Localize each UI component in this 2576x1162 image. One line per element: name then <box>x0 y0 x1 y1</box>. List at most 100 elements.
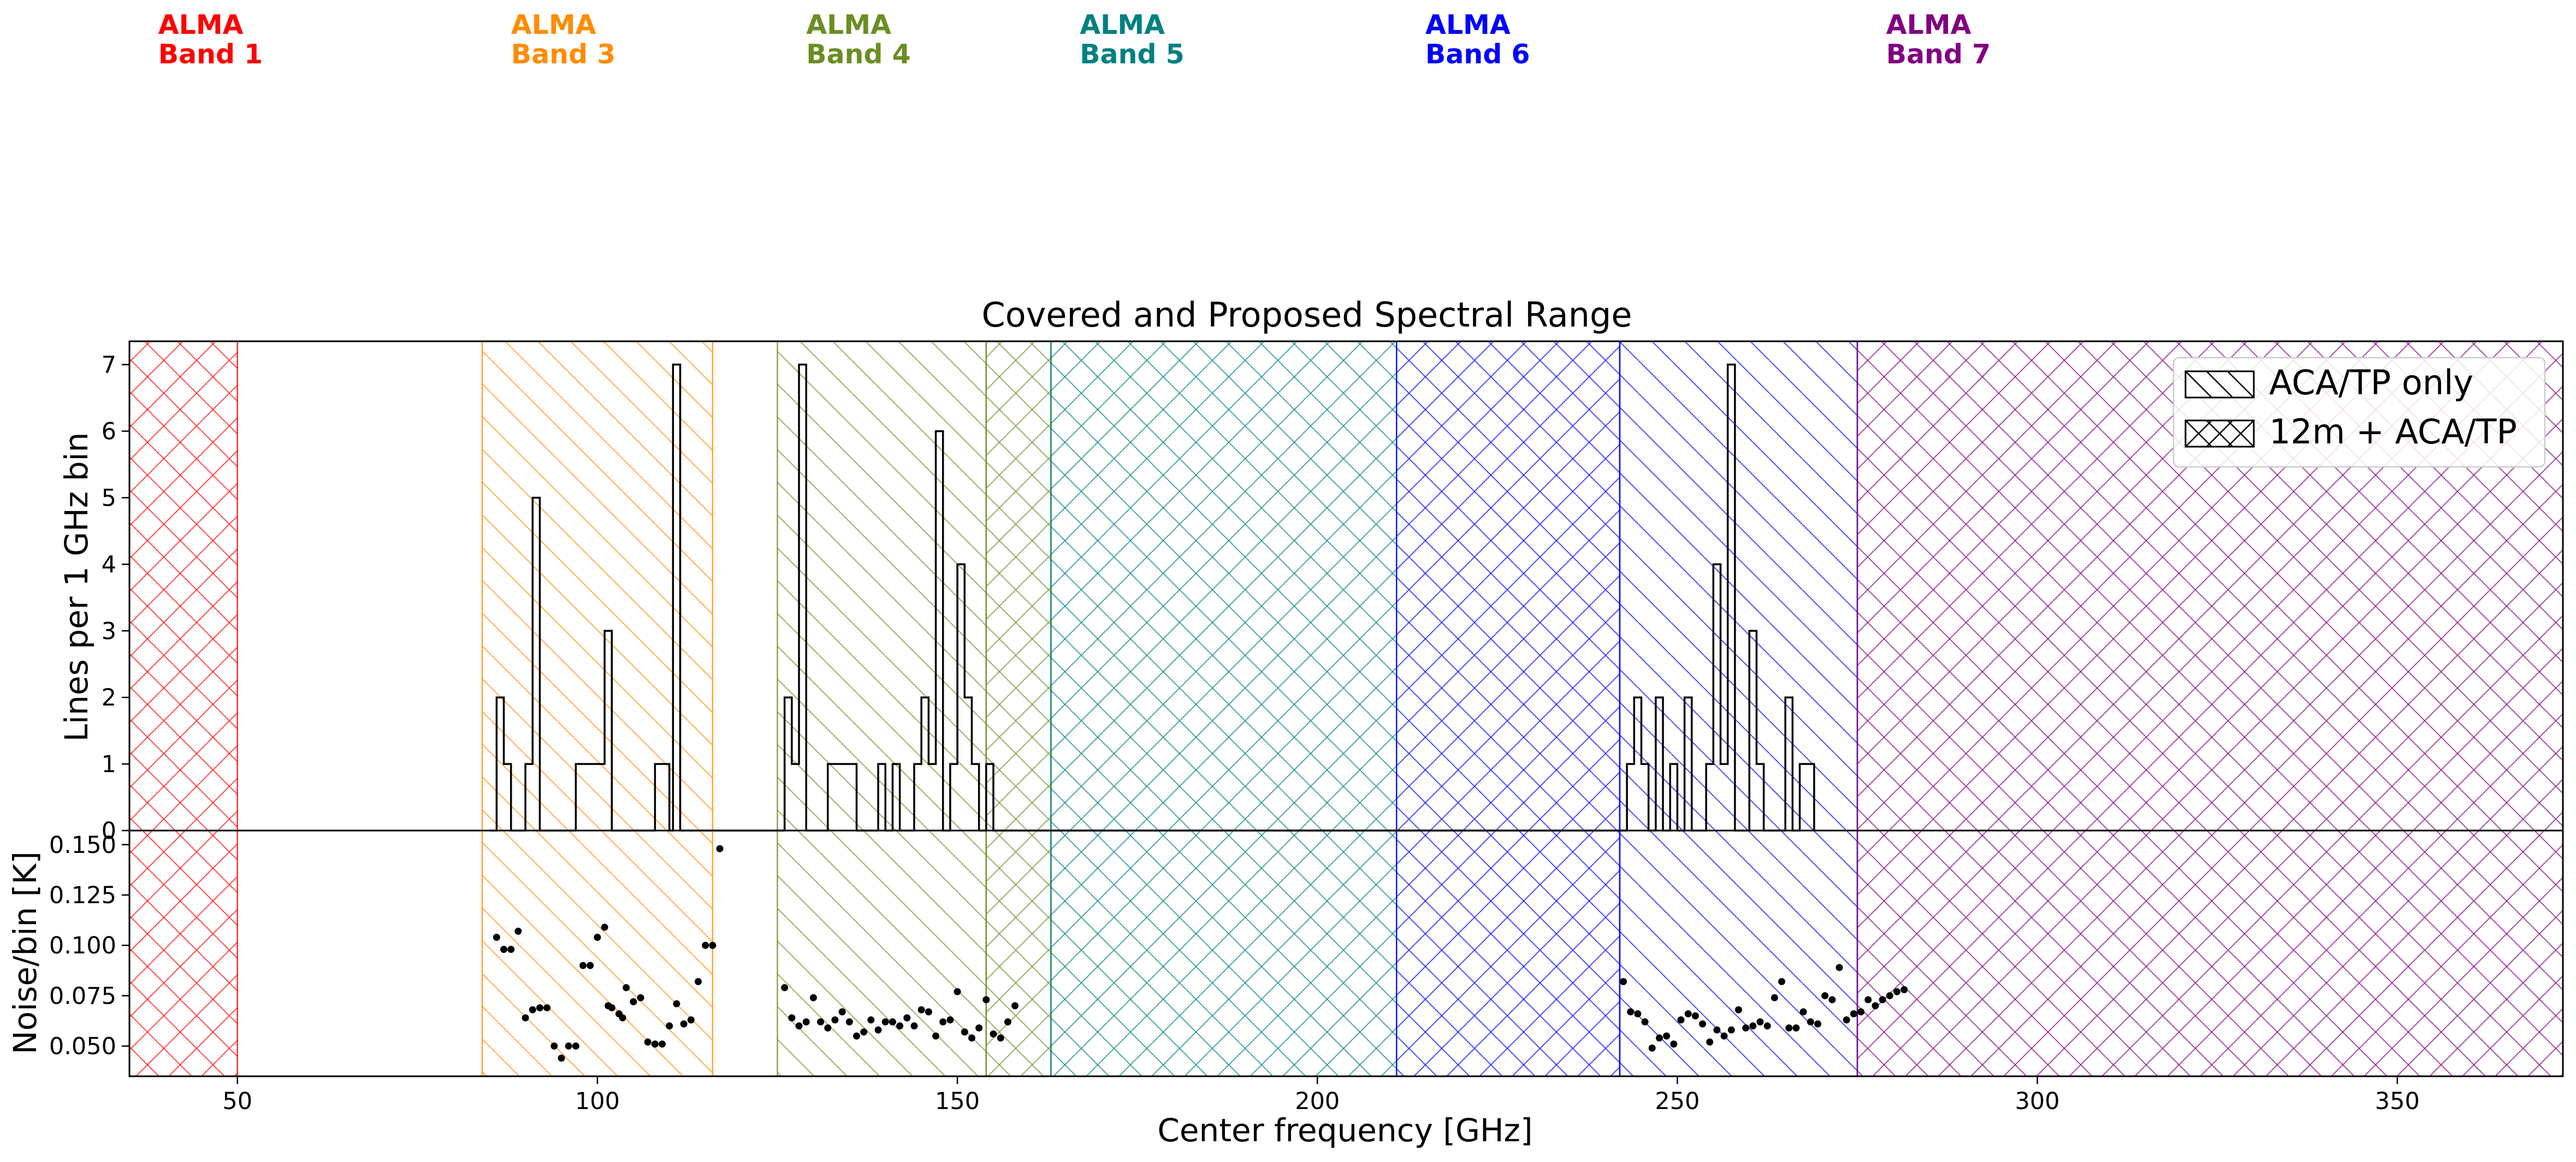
legend-box <box>2172 357 2546 468</box>
bottom-y-tick-label: 0.150 <box>49 832 116 859</box>
histogram-step-line <box>489 363 1815 832</box>
bottom-band-region-4 <box>1051 831 1397 1076</box>
noise-point <box>903 1014 911 1022</box>
band-label-line1: ALMA <box>1425 9 1511 40</box>
bottom-panel-frame <box>128 829 2564 1077</box>
top-band-region-5 <box>1396 341 1620 831</box>
top-y-tick-label: 2 <box>102 684 116 712</box>
noise-point <box>507 946 515 953</box>
bottom-band-region-0 <box>129 831 238 1076</box>
noise-point <box>809 994 817 1001</box>
noise-point <box>1835 964 1843 971</box>
noise-point <box>1742 1024 1750 1031</box>
noise-point <box>1900 986 1908 993</box>
noise-point <box>1857 1008 1865 1016</box>
noise-point <box>1749 1022 1757 1030</box>
noise-point <box>896 1022 904 1030</box>
bottom-y-axis-label: Noise/bin [K] <box>7 851 44 1054</box>
noise-point <box>1799 1008 1807 1016</box>
noise-point <box>680 1020 688 1028</box>
bottom-band-region-1 <box>482 831 713 1076</box>
noise-point <box>1727 1026 1735 1034</box>
top-y-tick-label: 0 <box>102 817 116 845</box>
legend: ACA/TP only 12m + ACA/TP <box>2172 357 2546 468</box>
x-tick-label: 200 <box>1295 1088 1340 1115</box>
noise-point <box>1648 1044 1656 1052</box>
top-y-tick-label: 7 <box>102 352 116 379</box>
band-label-line2: Band 3 <box>511 39 616 70</box>
noise-point <box>673 1000 680 1007</box>
band-label-line2: Band 7 <box>1886 39 1991 70</box>
top-y-tick-label: 3 <box>102 618 116 645</box>
noise-point <box>874 1026 882 1034</box>
bottom-panel: 0.050 0.075 0.100 0.125 0.150 50 100 150 200 250… <box>49 829 2564 1115</box>
noise-point <box>522 1014 529 1022</box>
legend-label-0: ACA/TP only <box>2269 363 2473 402</box>
noise-point <box>1872 1002 1879 1010</box>
noise-point <box>1843 1016 1850 1024</box>
legend-swatch-single <box>2184 370 2255 399</box>
x-tick-label: 50 <box>222 1088 252 1115</box>
top-panel-regions <box>129 341 2563 831</box>
x-tick-label: 300 <box>2015 1088 2060 1115</box>
top-band-region-1 <box>482 341 713 831</box>
noise-point <box>1627 1008 1635 1016</box>
top-y-tick-label: 4 <box>102 551 116 578</box>
band-label-line1: ALMA <box>158 9 244 40</box>
noise-point <box>795 1022 803 1030</box>
band-label-line1: ALMA <box>1080 9 1165 40</box>
top-band-region-4 <box>1051 341 1397 831</box>
noise-point <box>1641 1018 1649 1025</box>
bottom-y-tick-label: 0.075 <box>49 982 116 1010</box>
noise-point <box>946 1016 954 1024</box>
bottom-y-tick-label: 0.050 <box>49 1033 116 1060</box>
noise-point <box>666 1022 673 1030</box>
noise-point <box>579 962 587 969</box>
noise-point <box>716 845 724 852</box>
noise-point <box>910 1022 918 1030</box>
noise-point <box>1620 978 1627 986</box>
noise-points <box>493 845 1908 1062</box>
noise-point <box>601 923 608 931</box>
x-ticks: 50 100 150 200 250 300 350 <box>222 1076 2420 1115</box>
noise-point <box>644 1038 652 1046</box>
noise-point <box>1886 992 1893 999</box>
noise-point <box>550 1042 558 1050</box>
noise-point <box>500 946 508 953</box>
noise-point <box>608 1004 615 1012</box>
bottom-band-region-3 <box>986 831 1051 1076</box>
noise-point <box>630 998 637 1006</box>
noise-point <box>1821 992 1829 999</box>
legend-label-1: 12m + ACA/TP <box>2269 412 2517 452</box>
noise-point <box>975 1024 983 1031</box>
histogram <box>489 363 1815 832</box>
noise-point <box>572 1042 579 1050</box>
noise-point <box>1763 1022 1771 1030</box>
noise-point <box>781 984 789 992</box>
noise-point <box>565 1042 572 1050</box>
noise-point <box>1699 1020 1707 1028</box>
noise-point <box>990 1030 997 1038</box>
noise-point <box>1864 996 1872 1004</box>
noise-point <box>1684 1010 1692 1018</box>
band-label-line2: Band 4 <box>806 39 911 70</box>
top-band-region-6 <box>1619 341 1858 831</box>
x-tick-label: 150 <box>935 1088 980 1115</box>
band-label-line2: Band 1 <box>158 39 263 70</box>
noise-point <box>845 1018 853 1025</box>
noise-point <box>831 1016 839 1024</box>
noise-point <box>1011 1002 1019 1010</box>
noise-point <box>917 1006 925 1013</box>
noise-point <box>1713 1026 1721 1034</box>
noise-point <box>802 1018 810 1025</box>
noise-point <box>1785 1024 1793 1031</box>
band-label-line1: ALMA <box>806 9 891 40</box>
noise-point <box>536 1004 543 1012</box>
x-tick-label: 250 <box>1655 1088 1699 1115</box>
noise-point <box>838 1008 846 1016</box>
noise-point <box>1706 1038 1714 1046</box>
noise-point <box>1655 1034 1663 1042</box>
noise-point <box>889 1018 896 1025</box>
top-y-ticks: 0 1 2 3 4 5 6 7 <box>102 352 129 845</box>
